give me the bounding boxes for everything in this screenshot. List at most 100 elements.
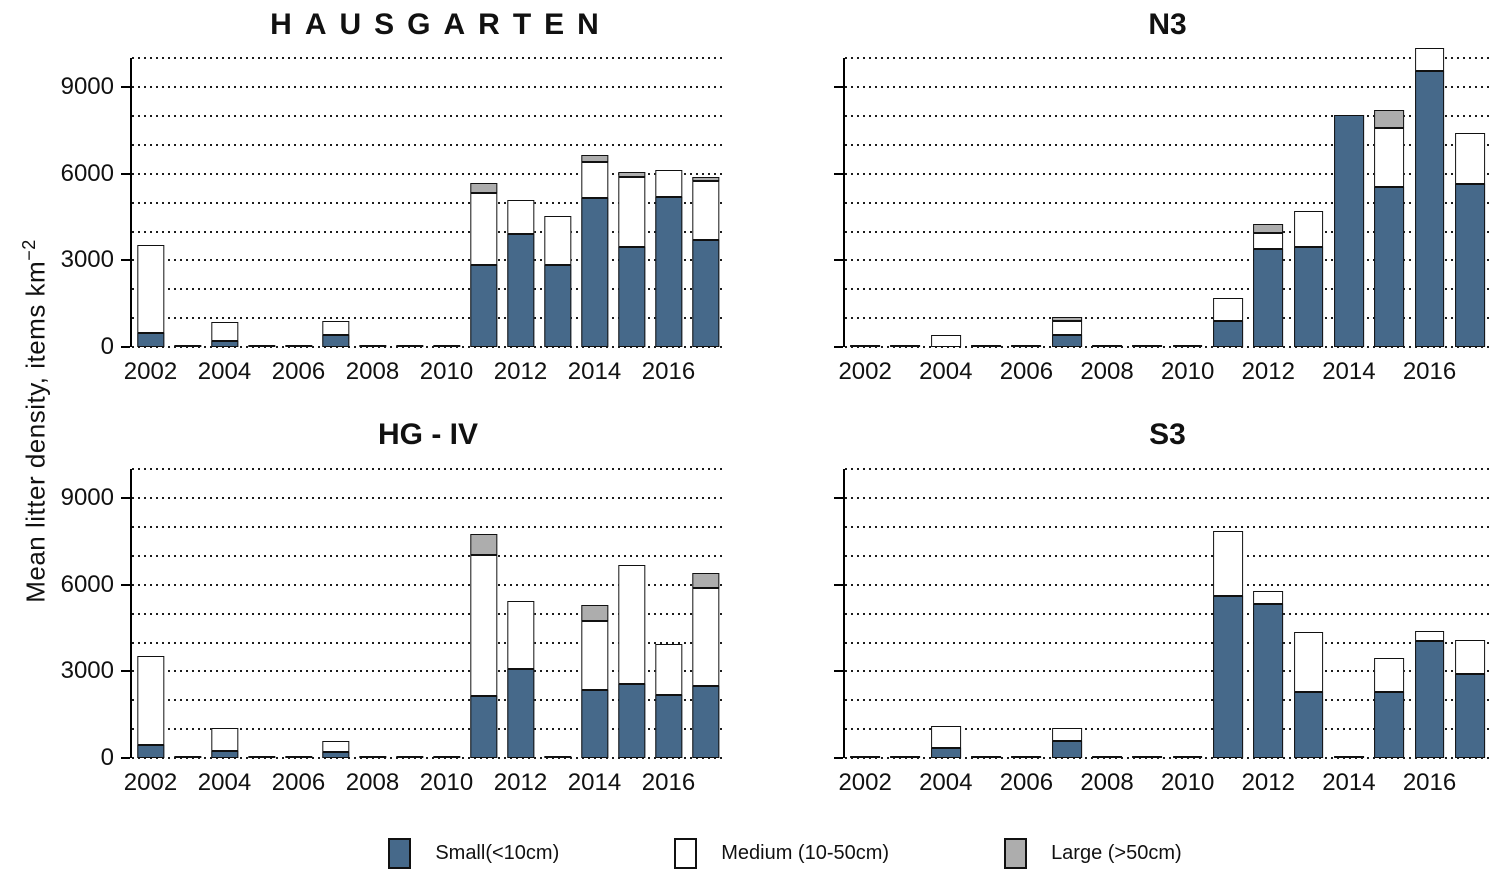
bar-segment-small-2015 (617, 684, 646, 758)
year-slot-2006 (280, 44, 317, 347)
x-tick-label-2010: 2010 (1160, 358, 1215, 385)
y-tick-9000 (834, 497, 843, 500)
zero-bar-2005 (247, 756, 276, 758)
year-slot-2002 (845, 455, 885, 758)
stacked-bar-2007 (321, 455, 350, 758)
gridline-5000 (845, 201, 1490, 204)
stacked-bar-2017 (1454, 455, 1485, 758)
zero-bar-2002 (850, 345, 881, 347)
legend-item-small: Small(<10cm) (388, 838, 559, 869)
year-slot-2015 (613, 455, 650, 758)
x-tick-label-2012: 2012 (1241, 358, 1295, 385)
year-slot-2014 (576, 455, 613, 758)
gridline-2000 (132, 288, 724, 291)
bar-segment-medium-2007 (1051, 321, 1082, 336)
x-tick-label-2012: 2012 (493, 358, 548, 385)
year-slot-2003 (885, 44, 925, 347)
year-slot-2003 (169, 455, 206, 758)
y-axis-spine (843, 469, 845, 758)
gridline-7000 (132, 555, 724, 558)
zero-bar-2010 (432, 345, 461, 347)
x-tick-label-2004: 2004 (197, 769, 252, 796)
bar-segment-medium-2014 (580, 162, 609, 199)
stacked-bar-2015 (1374, 455, 1405, 758)
year-slot-2012 (1248, 44, 1288, 347)
year-slot-2005 (966, 455, 1006, 758)
year-slot-2012 (502, 455, 539, 758)
gridline-0 (845, 757, 1490, 759)
plot-hausgarten: 0 3000 6000 9000 2002 2004 2006 2008 2010 2012 201… (61, 44, 724, 385)
year-slot-2013 (539, 455, 576, 758)
y-tick-0 (121, 757, 130, 759)
year-slot-2003 (169, 44, 206, 347)
bar-segment-small-2016 (654, 694, 683, 758)
zero-bar-2013 (543, 756, 572, 758)
bar-segment-small-2014 (580, 198, 609, 347)
year-slot-2008 (354, 455, 391, 758)
gridline-3000 (845, 259, 1490, 262)
year-slot-2005 (243, 44, 280, 347)
gridline-8000 (132, 526, 724, 529)
panel-title-hausgarten: HAUSGARTEN (270, 8, 612, 41)
year-slot-2003 (885, 455, 925, 758)
stacked-bar-2007 (321, 44, 350, 347)
gridline-0 (845, 346, 1490, 348)
bar-segment-small-2014 (580, 690, 609, 758)
gridline-9000 (132, 497, 724, 500)
gridline-6000 (132, 583, 724, 586)
year-slot-2007 (317, 44, 354, 347)
bar-segment-large-2011 (469, 534, 498, 555)
year-slot-2011 (465, 44, 502, 347)
year-slot-2016 (1409, 44, 1449, 347)
year-slot-2014 (1329, 455, 1369, 758)
gridline-8000 (845, 526, 1490, 529)
stacked-bar-2014 (580, 455, 609, 758)
bar-segment-medium-2017 (691, 587, 720, 686)
bar-segment-small-2007 (1051, 335, 1082, 347)
bar-segment-large-2014 (580, 155, 609, 163)
plot-n3: 2002 2004 2006 2008 2010 2012 2014 2016 (834, 44, 1490, 385)
y-tick-label-9000: 9000 (60, 484, 114, 512)
stacked-bar-2011 (469, 455, 498, 758)
stacked-bar-2012 (506, 455, 535, 758)
gridline-2000 (845, 699, 1490, 702)
bar-segment-medium-2004 (210, 322, 239, 342)
year-slot-2008 (354, 44, 391, 347)
y-tick-9000 (121, 86, 130, 89)
gridline-7000 (845, 144, 1490, 147)
bar-segment-medium-2017 (1454, 133, 1485, 184)
year-slot-2009 (1127, 455, 1167, 758)
gridline-7000 (845, 555, 1490, 558)
bar-segment-medium-2004 (210, 727, 239, 751)
bar-segment-small-2016 (654, 196, 683, 347)
year-slot-2006 (1006, 455, 1046, 758)
bar-segment-medium-2013 (1293, 632, 1324, 692)
y-tick-6000 (834, 583, 843, 586)
stacked-bar-2002 (136, 44, 165, 347)
bar-segment-small-2011 (469, 264, 498, 347)
year-slot-2002 (845, 44, 885, 347)
year-slot-2008 (1087, 44, 1127, 347)
y-axis-label-text: Mean litter density, items km (20, 260, 51, 603)
zero-bar-2003 (890, 756, 921, 758)
year-slot-2017 (1450, 455, 1490, 758)
gridline-9000 (845, 86, 1490, 89)
stacked-bar-2017 (1454, 44, 1485, 347)
y-tick-3000 (121, 670, 130, 673)
y-tick-label-0: 0 (100, 744, 114, 771)
year-slot-2013 (1288, 44, 1328, 347)
gridline-10000 (132, 57, 724, 60)
stacked-bar-2011 (1213, 455, 1243, 758)
y-tick-3000 (834, 259, 843, 262)
zero-bar-2008 (1092, 345, 1122, 347)
x-tick-label-2004: 2004 (919, 769, 973, 796)
bar-segment-small-2013 (543, 264, 572, 347)
year-slot-2014 (1329, 44, 1369, 347)
bar-segment-large-2007 (1051, 316, 1082, 322)
zero-bar-2009 (1132, 756, 1163, 758)
bar-segment-small-2007 (321, 752, 350, 758)
y-tick-3000 (834, 670, 843, 673)
panel-title-s3: S3 (1149, 418, 1186, 451)
stacked-bar-2016 (654, 455, 683, 758)
